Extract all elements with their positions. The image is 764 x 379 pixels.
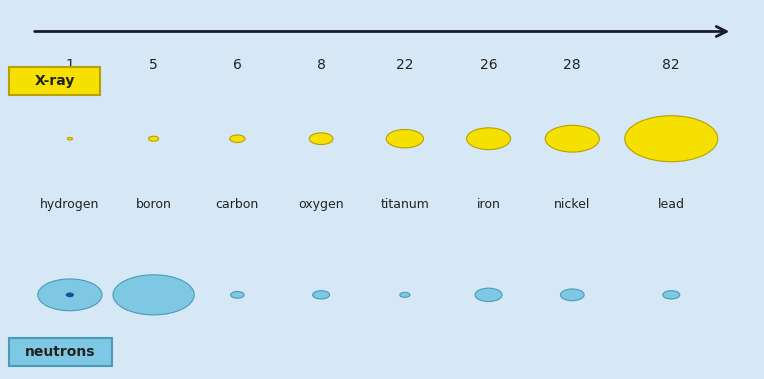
- Circle shape: [467, 128, 510, 150]
- Circle shape: [561, 289, 584, 301]
- FancyBboxPatch shape: [9, 67, 100, 96]
- Circle shape: [309, 133, 333, 144]
- Circle shape: [66, 293, 73, 296]
- Text: 26: 26: [480, 58, 497, 72]
- Circle shape: [545, 125, 600, 152]
- Circle shape: [231, 291, 244, 298]
- Circle shape: [67, 138, 73, 140]
- Circle shape: [37, 279, 102, 311]
- Text: nickel: nickel: [554, 198, 591, 211]
- Circle shape: [148, 136, 159, 141]
- Circle shape: [387, 130, 423, 148]
- Text: 82: 82: [662, 58, 680, 72]
- Text: 8: 8: [316, 58, 325, 72]
- Circle shape: [625, 116, 718, 162]
- Text: 28: 28: [564, 58, 581, 72]
- Text: 5: 5: [149, 58, 158, 72]
- Circle shape: [113, 275, 194, 315]
- Text: 6: 6: [233, 58, 241, 72]
- Text: 1: 1: [66, 58, 74, 72]
- FancyBboxPatch shape: [9, 338, 112, 366]
- Text: 22: 22: [396, 58, 413, 72]
- Text: iron: iron: [477, 198, 500, 211]
- Circle shape: [312, 291, 329, 299]
- Text: oxygen: oxygen: [298, 198, 344, 211]
- Circle shape: [475, 288, 502, 302]
- Text: carbon: carbon: [215, 198, 259, 211]
- Text: boron: boron: [136, 198, 172, 211]
- Circle shape: [400, 292, 410, 298]
- Circle shape: [230, 135, 245, 143]
- Text: titanum: titanum: [380, 198, 429, 211]
- Text: neutrons: neutrons: [25, 345, 96, 359]
- Circle shape: [663, 291, 680, 299]
- Text: hydrogen: hydrogen: [40, 198, 99, 211]
- Text: lead: lead: [658, 198, 685, 211]
- Text: X-ray: X-ray: [34, 74, 75, 88]
